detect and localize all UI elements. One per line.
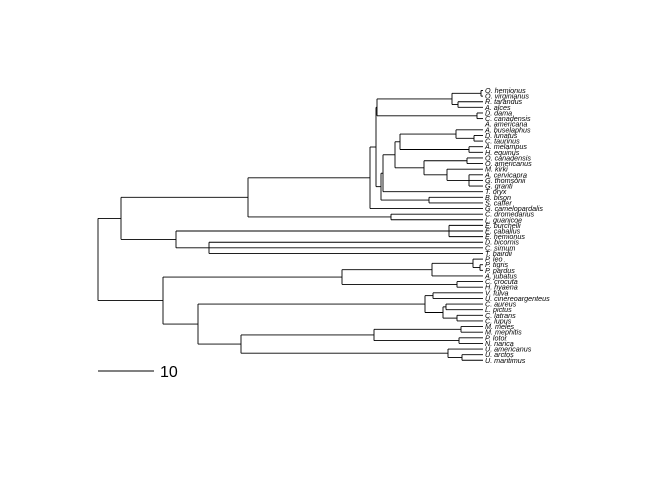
tip-label: O. canadensis: [485, 153, 531, 162]
tip-label: H. hyaena: [485, 283, 518, 292]
tip-label: N. narica: [485, 339, 514, 348]
scale-bar-label: 10: [160, 364, 178, 381]
tip-label: A. jubatus: [484, 271, 517, 280]
tip-label: A. melampus: [484, 142, 527, 151]
tip-label: H. equinus: [485, 148, 520, 157]
tip-label: C. crocuta: [485, 277, 518, 286]
tip-label: T. bairdii: [485, 249, 512, 258]
tip-label: E. burchelli: [485, 221, 521, 230]
tip-label: O. hemionus: [485, 86, 526, 95]
tip-label: A. alces: [484, 103, 511, 112]
tip-label: C. simum: [485, 243, 515, 252]
tip-label: O. americanus: [485, 159, 532, 168]
tip-label: L. pictus: [485, 305, 512, 314]
tip-label: M. meles: [485, 322, 515, 331]
tip-label: G. thomsonii: [485, 176, 526, 185]
tip-label: O. virginianus: [485, 92, 529, 101]
tip-label: S. caffer: [485, 198, 512, 207]
tip-label: P. lotor: [485, 333, 507, 342]
tip-label: E. caballus: [485, 227, 521, 236]
tip-label: P. leo: [485, 255, 502, 264]
tip-label: D. lunatus: [485, 131, 518, 140]
tip-label: A. buselaphus: [484, 125, 531, 134]
tip-label: D. bicornis: [485, 238, 519, 247]
tip-label: C. aureus: [485, 300, 517, 309]
tip-label: G. camelopardalis: [485, 204, 543, 213]
scale-bar: 10: [98, 364, 178, 381]
tip-label: P. pardus: [485, 266, 515, 275]
tip-label: B. bison: [485, 193, 511, 202]
tip-label: C. lupus: [485, 316, 512, 325]
tip-label: U. maritimus: [485, 356, 526, 365]
tip-label: U. americanus: [485, 345, 532, 354]
tip-label: U. arctos: [485, 350, 514, 359]
tree-branches: [97, 90, 483, 361]
tip-label: U. cinereoargenteus: [485, 294, 550, 303]
tip-label: C. taurinus: [485, 137, 520, 146]
tip-label: A. cervicapra: [484, 170, 527, 179]
tip-label: R. tarandus: [485, 97, 523, 106]
tip-label: C. latrans: [485, 311, 516, 320]
tip-label: M. kirki: [485, 165, 508, 174]
tip-label: L. guanicoe: [485, 215, 522, 224]
tip-label: P. tigris: [485, 260, 508, 269]
tip-label: D. dama: [485, 108, 512, 117]
tip-label: M. mephitis: [485, 328, 522, 337]
tip-label: T. oryx: [485, 187, 507, 196]
tip-label: A. americana: [484, 120, 527, 129]
tip-label: V. fulva: [485, 288, 508, 297]
tip-label: E. hemionus: [485, 232, 525, 241]
tip-label: C. canadensis: [485, 114, 531, 123]
tip-label: G. granti: [485, 182, 513, 191]
tip-label: C. dromedarius: [485, 210, 535, 219]
